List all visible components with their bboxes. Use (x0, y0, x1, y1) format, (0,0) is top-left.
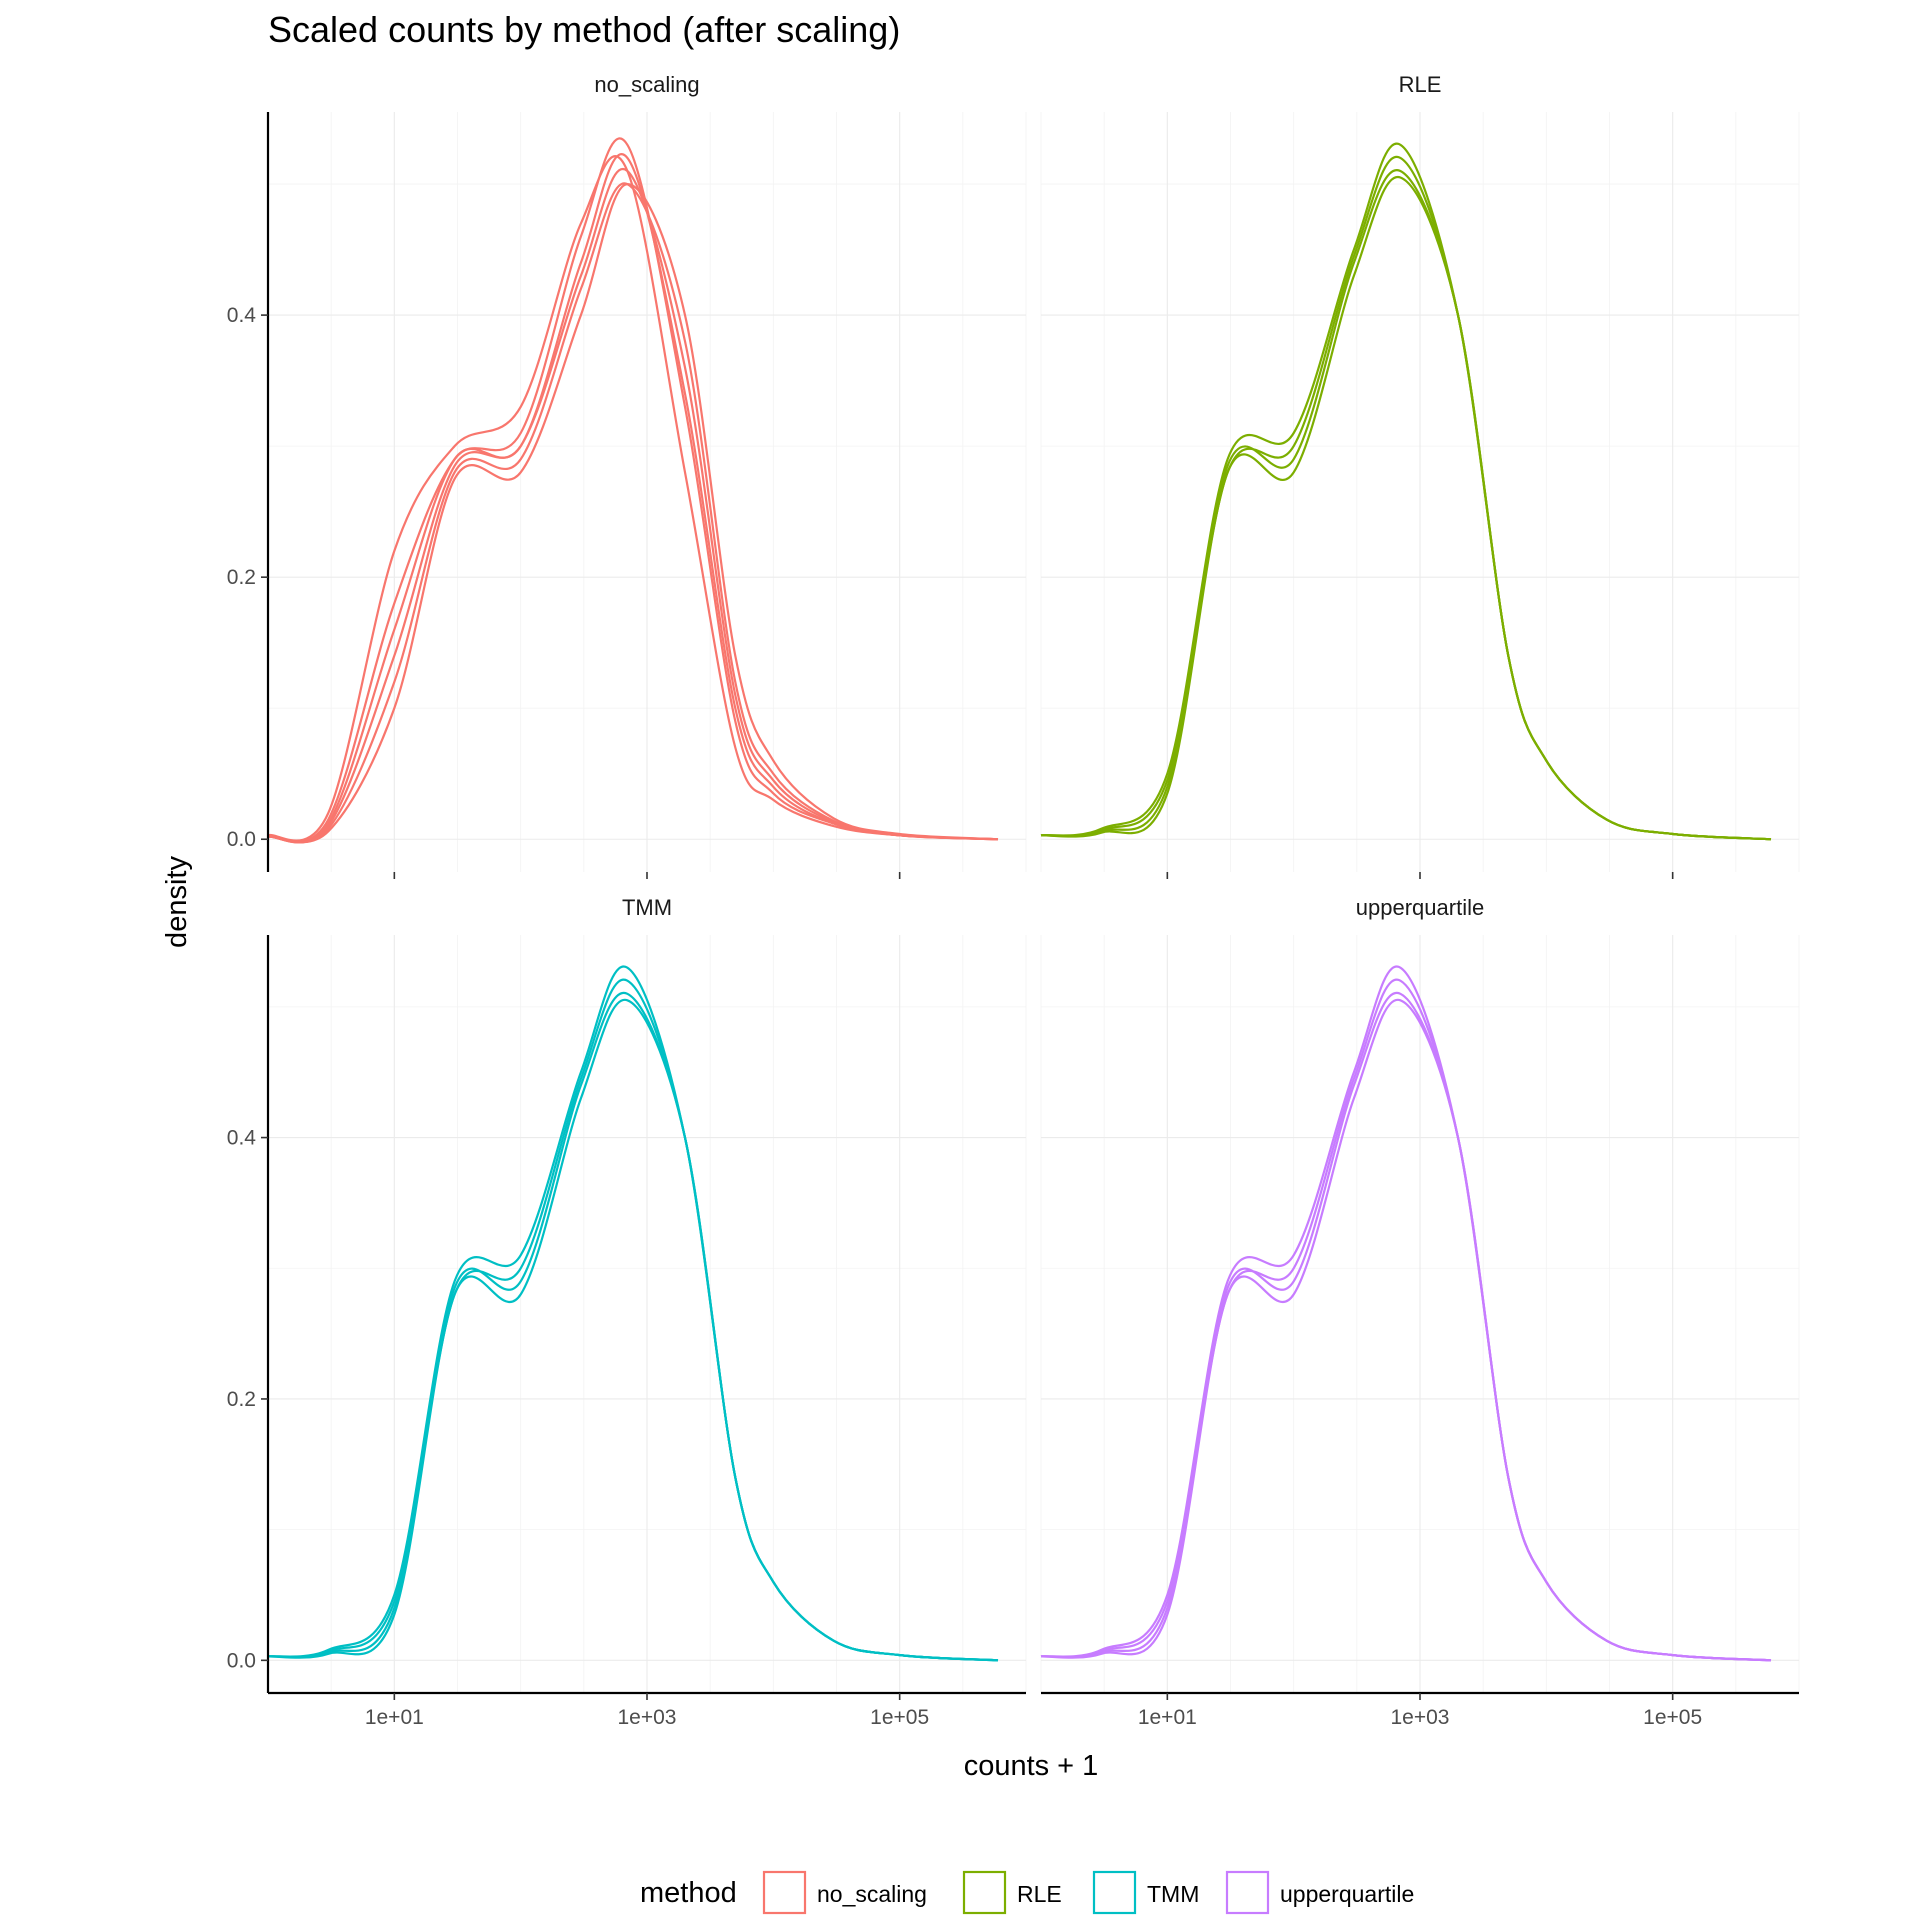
legend-label: RLE (1017, 1881, 1062, 1907)
density-curve (267, 137, 999, 843)
x-tick-label: 1e+03 (618, 1706, 677, 1729)
y-tick-label: 0.2 (227, 566, 256, 589)
legend-key (962, 1870, 1007, 1915)
density-curve (267, 978, 999, 1662)
x-tick-label: 1e+05 (870, 1706, 929, 1729)
legend-item-upperquartile: upperquartile (1225, 1870, 1414, 1915)
x-axis-title: counts + 1 (964, 1750, 1099, 1782)
y-tick-label: 0.4 (227, 1127, 257, 1150)
y-tick-label: 0.4 (227, 304, 257, 327)
density-curve (267, 155, 999, 842)
density-curve (267, 998, 999, 1662)
density-curve (1040, 176, 1772, 841)
legend: method no_scaling RLE TMM upperquartile (640, 1870, 1414, 1915)
facet-label: TMM (622, 895, 672, 920)
facet-label: no_scaling (594, 72, 699, 97)
x-tick-label: 1e+01 (1138, 1706, 1197, 1729)
density-curve (267, 965, 999, 1662)
legend-item-no_scaling: no_scaling (762, 1870, 927, 1915)
density-curve (267, 153, 999, 844)
facet-panel-RLE: RLE (1040, 72, 1800, 879)
facet-panels: no_scaling 0.0 0.2 0.4 RLE TMM 0.0 0.2 0.4 1e+01 1… (227, 72, 1800, 1729)
legend-key (1092, 1870, 1137, 1915)
legend-item-TMM: TMM (1092, 1870, 1199, 1915)
x-tick-label: 1e+01 (365, 1706, 424, 1729)
x-tick-label: 1e+05 (1643, 1706, 1702, 1729)
legend-label: no_scaling (817, 1881, 927, 1907)
legend-label: TMM (1147, 1881, 1199, 1907)
density-curve (267, 167, 999, 844)
x-tick-label: 1e+03 (1391, 1706, 1450, 1729)
chart-title: Scaled counts by method (after scaling) (268, 9, 900, 50)
density-curve (1040, 965, 1772, 1662)
density-curve (267, 991, 999, 1662)
facet-label: upperquartile (1356, 895, 1484, 920)
legend-key (1225, 1870, 1270, 1915)
y-tick-label: 0.0 (227, 1649, 256, 1672)
legend-label: upperquartile (1280, 1881, 1414, 1907)
density-curve (1040, 998, 1772, 1662)
facet-panel-no_scaling: no_scaling 0.0 0.2 0.4 (227, 72, 1027, 879)
density-curve (1040, 155, 1772, 841)
density-curve (1040, 978, 1772, 1662)
y-tick-label: 0.2 (227, 1388, 256, 1411)
density-curve (267, 182, 999, 844)
legend-title: method (640, 1877, 737, 1909)
legend-key (762, 1870, 807, 1915)
y-tick-label: 0.0 (227, 828, 256, 851)
density-curve (1040, 991, 1772, 1662)
y-axis-title: density (161, 856, 193, 948)
density-curve (1040, 142, 1772, 841)
facet-panel-upperquartile: upperquartile 1e+01 1e+03 1e+05 (1040, 895, 1800, 1729)
facet-label: RLE (1399, 72, 1442, 97)
legend-item-RLE: RLE (962, 1870, 1062, 1915)
density-curve (1040, 168, 1772, 841)
facet-panel-TMM: TMM 0.0 0.2 0.4 1e+01 1e+03 1e+05 (227, 895, 1027, 1729)
density-curve (267, 183, 999, 844)
